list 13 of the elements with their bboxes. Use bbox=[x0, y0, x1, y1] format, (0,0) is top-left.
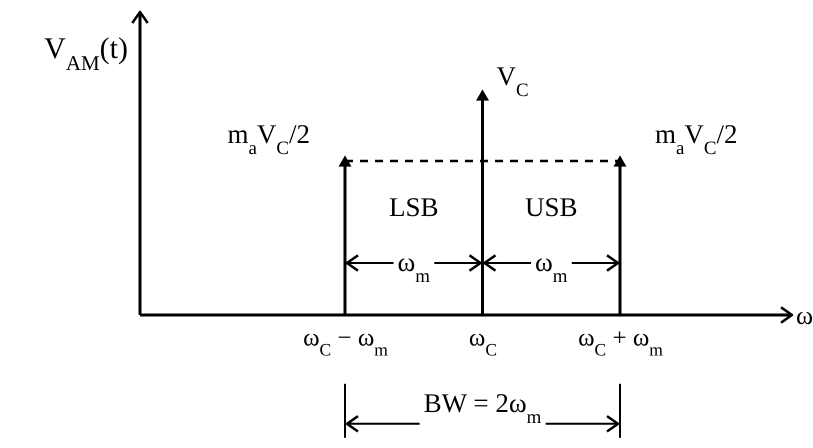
text: V$_{C}$ bbox=[496, 61, 529, 100]
x-tick-label: ω$_{C}$ + ω$_{m}$ bbox=[578, 324, 664, 360]
annotation: LSB bbox=[388, 192, 439, 222]
text: m$_{a}$V$_{C}$/2 bbox=[655, 119, 738, 158]
text: m$_{a}$V$_{C}$/2 bbox=[227, 119, 310, 158]
x-tick-label: ω$_{C}$ bbox=[468, 324, 498, 360]
annotation: ω$_{m}$ bbox=[535, 247, 568, 286]
text: ω bbox=[796, 301, 813, 330]
text: BW = 2ω$_{m}$ bbox=[424, 388, 542, 428]
text: V$_{AM}$(t) bbox=[44, 32, 128, 75]
x-tick-label: ω$_{C}$ − ω$_{m}$ bbox=[303, 324, 388, 360]
annotation: ω$_{m}$ bbox=[398, 247, 430, 286]
annotation: USB bbox=[524, 192, 578, 222]
